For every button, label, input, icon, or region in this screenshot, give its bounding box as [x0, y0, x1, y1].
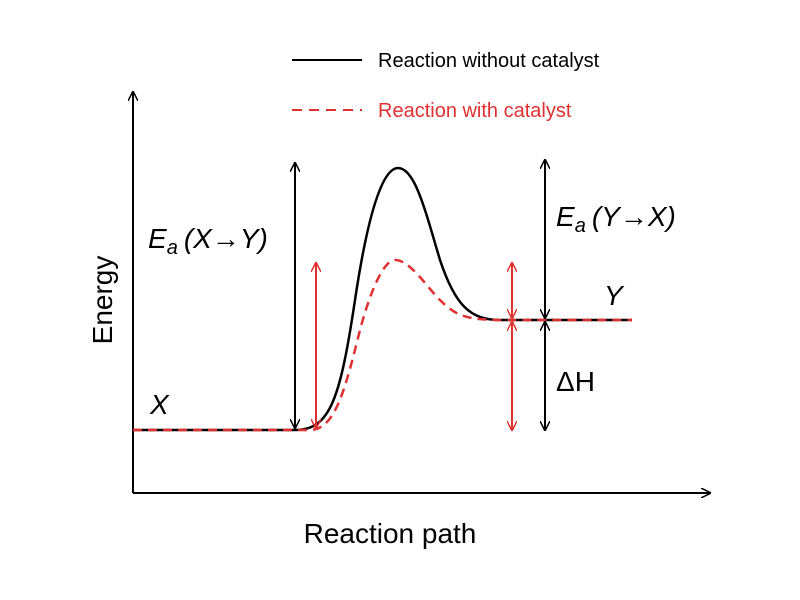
- reaction: (Y→X): [592, 201, 676, 232]
- symbol: E: [148, 223, 167, 254]
- reaction: (X→Y): [184, 223, 268, 254]
- subscript: a: [167, 237, 178, 259]
- ea-reverse-label: Ea (Y→X): [556, 201, 676, 237]
- y-axis-label: Energy: [87, 256, 118, 345]
- delta-h-label: ΔH: [556, 366, 595, 397]
- curve-catalyzed: [133, 258, 632, 432]
- legend-label: Reaction without catalyst: [378, 50, 600, 72]
- symbol: E: [556, 201, 575, 232]
- state-label: Y: [604, 280, 625, 311]
- ea-forward-label: Ea (X→Y): [148, 223, 268, 259]
- x-axis-label: Reaction path: [304, 518, 477, 549]
- curve-uncatalyzed: [133, 166, 632, 432]
- legend-label: Reaction with catalyst: [378, 100, 572, 122]
- subscript: a: [575, 215, 586, 237]
- state-label: X: [149, 389, 170, 420]
